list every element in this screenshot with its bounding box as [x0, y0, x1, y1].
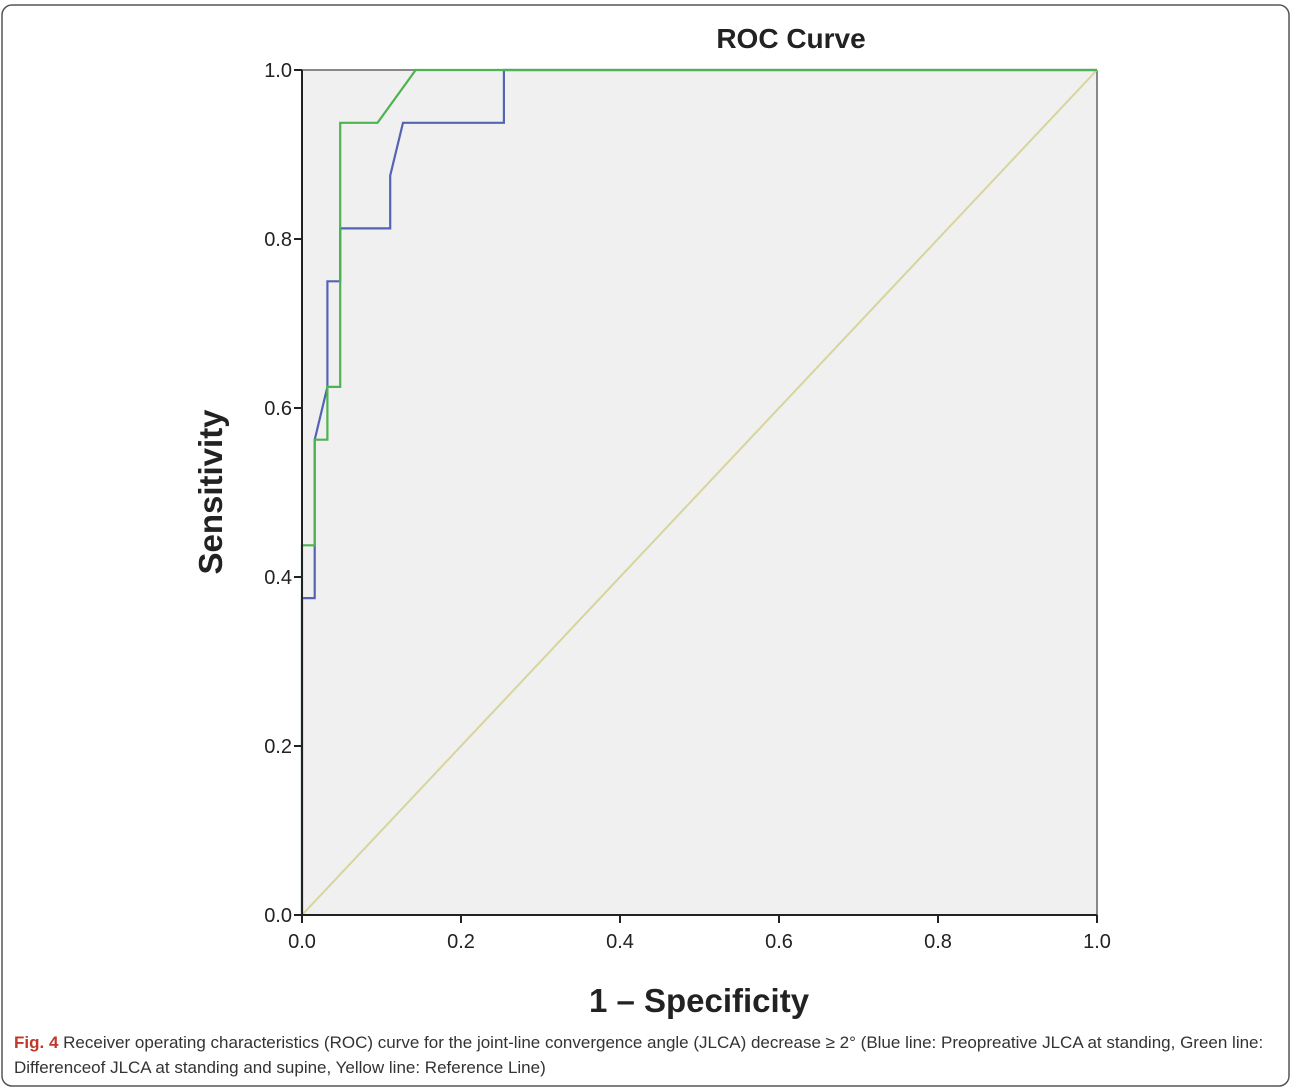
figure-caption: Fig. 4 Receiver operating characteristic… [14, 1030, 1276, 1080]
x-tick-label: 0.8 [924, 931, 952, 953]
y-tick-label: 0.2 [264, 736, 292, 758]
x-ticks: 0.0 0.2 0.4 0.6 0.8 1.0 [288, 915, 1111, 953]
y-tick-label: 1.0 [264, 60, 292, 82]
x-tick-label: 0.6 [765, 931, 793, 953]
y-ticks: 0.0 0.2 0.4 0.6 0.8 1.0 [264, 60, 302, 927]
figure-label: Fig. 4 [14, 1033, 59, 1052]
y-tick-label: 0.6 [264, 398, 292, 420]
y-tick-label: 0.4 [264, 567, 292, 589]
y-tick-label: 0.8 [264, 229, 292, 251]
reference-line [301, 69, 1098, 916]
caption-text: Receiver operating characteristics (ROC)… [14, 1033, 1264, 1077]
series-layer [300, 68, 1098, 916]
x-axis-label: 1 – Specificity [589, 982, 810, 1019]
axes [301, 70, 1097, 916]
x-tick-label: 0.2 [447, 931, 475, 953]
chart-title: ROC Curve [716, 23, 865, 54]
x-tick-label: 0.4 [606, 931, 634, 953]
series-line-green [300, 68, 1097, 915]
y-axis-label: Sensitivity [192, 409, 229, 575]
x-tick-label: 1.0 [1083, 931, 1111, 953]
x-tick-label: 0.0 [288, 931, 316, 953]
y-tick-label: 0.0 [264, 905, 292, 927]
